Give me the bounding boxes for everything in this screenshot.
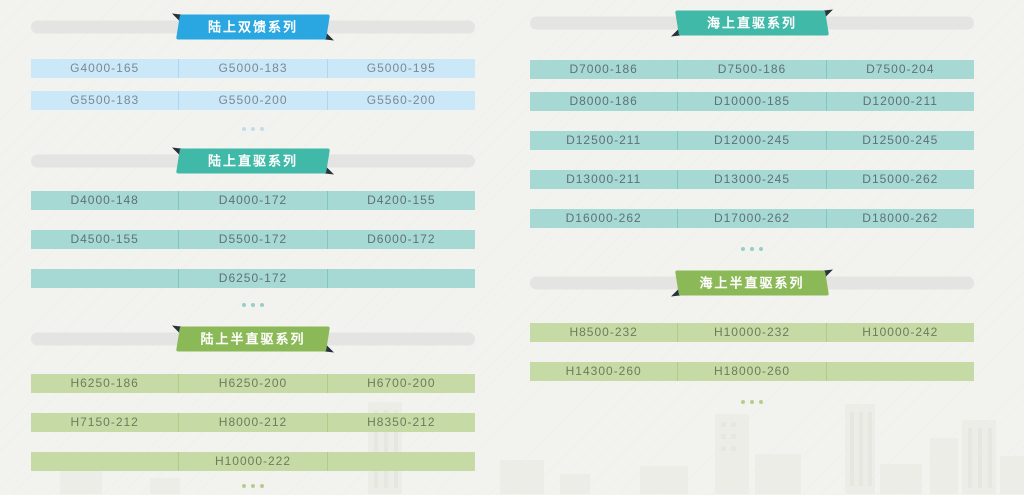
model-row: G5500-183 G5500-200 G5560-200: [31, 91, 475, 110]
model-cell: G5000-183: [178, 59, 326, 78]
section-title: 陆上半直驱系列: [200, 331, 306, 347]
model-rows: H6250-186 H6250-200 H6700-200 H7150-212 H800…: [31, 374, 475, 471]
model-cell: [326, 269, 475, 288]
model-cell: H6250-186: [70, 376, 139, 390]
model-rows: G4000-165 G5000-183 G5000-195 G5500-183 G550…: [31, 59, 475, 110]
section-banner: 陆上半直驱系列: [172, 325, 334, 353]
series-section: 海上直驱系列 D7000-186 D7500-186 D7500-204 D8000-1…: [530, 9, 974, 258]
model-cell: G5560-200: [326, 91, 475, 110]
model-cell: D10000-185: [677, 92, 825, 111]
model-cell: H6700-200: [326, 374, 475, 393]
model-row: D4000-148 D4000-172 D4200-155: [31, 191, 475, 210]
model-cell: G5500-183: [70, 93, 140, 107]
model-row: D6250-172: [31, 269, 475, 288]
series-section: 陆上半直驱系列 H6250-186 H6250-200 H6700-200 H7150-…: [31, 325, 475, 495]
model-cell: D4000-172: [178, 191, 326, 210]
model-row: H14300-260 H18000-260: [530, 362, 974, 381]
more-dots: [530, 240, 974, 258]
model-cell: H14300-260: [565, 364, 642, 378]
model-cell: H8500-232: [569, 325, 638, 339]
model-row: H8500-232 H10000-232 H10000-242: [530, 323, 974, 342]
section-banner: 海上直驱系列: [671, 9, 833, 37]
model-cell: [825, 362, 974, 381]
model-cell: D12000-211: [825, 92, 974, 111]
model-cell: D13000-211: [566, 172, 642, 186]
model-cell: [31, 269, 178, 288]
model-cell: H7150-212: [70, 415, 139, 429]
section-title: 陆上直驱系列: [207, 153, 298, 169]
more-dots: [31, 120, 475, 138]
right-column: 海上直驱系列 D7000-186 D7500-186 D7500-204 D8000-1…: [530, 9, 974, 411]
model-cell: D7500-186: [677, 60, 825, 79]
section-title: 海上直驱系列: [706, 15, 797, 31]
section-title: 陆上双馈系列: [207, 19, 298, 35]
series-section: 陆上双馈系列 G4000-165 G5000-183 G5000-195 G5500-1…: [31, 13, 475, 138]
section-header: 陆上半直驱系列: [31, 325, 475, 353]
model-cell: H18000-260: [677, 362, 825, 381]
model-row: D12500-211 D12000-245 D12500-245: [530, 131, 974, 150]
model-cell: G5000-195: [326, 59, 475, 78]
model-cell: [31, 452, 178, 471]
model-cell: H8350-212: [326, 413, 475, 432]
model-row: D7000-186 D7500-186 D7500-204: [530, 60, 974, 79]
section-title: 海上半直驱系列: [699, 275, 805, 291]
model-cell: [326, 452, 475, 471]
model-cell: D4200-155: [326, 191, 475, 210]
section-banner: 陆上双馈系列: [172, 13, 334, 41]
section-banner: 陆上直驱系列: [172, 147, 334, 175]
model-cell: H6250-200: [178, 374, 326, 393]
model-row: D16000-262 D17000-262 D18000-262: [530, 209, 974, 228]
model-cell: D16000-262: [565, 211, 642, 225]
model-cell: D4500-155: [70, 232, 139, 246]
section-banner: 海上半直驱系列: [671, 269, 833, 297]
model-cell: D4000-148: [70, 193, 139, 207]
model-cell: D15000-262: [825, 170, 974, 189]
model-cell: D13000-245: [677, 170, 825, 189]
model-rows: H8500-232 H10000-232 H10000-242 H14300-260 H…: [530, 323, 974, 381]
model-cell: D5500-172: [178, 230, 326, 249]
model-rows: D4000-148 D4000-172 D4200-155 D4500-155 D550…: [31, 191, 475, 288]
model-row: D8000-186 D10000-185 D12000-211: [530, 92, 974, 111]
model-cell: D12500-245: [825, 131, 974, 150]
section-header: 陆上双馈系列: [31, 13, 475, 41]
model-cell: D12500-211: [566, 133, 642, 147]
model-cell: D6250-172: [178, 269, 326, 288]
model-rows: D7000-186 D7500-186 D7500-204 D8000-186 D100…: [530, 60, 974, 228]
model-row: G4000-165 G5000-183 G5000-195: [31, 59, 475, 78]
section-header: 海上直驱系列: [530, 9, 974, 37]
model-cell: D18000-262: [825, 209, 974, 228]
model-cell: H8000-212: [178, 413, 326, 432]
model-row: H10000-222: [31, 452, 475, 471]
model-row: H6250-186 H6250-200 H6700-200: [31, 374, 475, 393]
series-section: 海上半直驱系列 H8500-232 H10000-232 H10000-242 H143…: [530, 269, 974, 411]
model-row: H7150-212 H8000-212 H8350-212: [31, 413, 475, 432]
model-cell: H10000-232: [677, 323, 825, 342]
model-cell: D8000-186: [569, 94, 638, 108]
model-cell: D7500-204: [825, 60, 974, 79]
model-cell: D17000-262: [677, 209, 825, 228]
model-row: D13000-211 D13000-245 D15000-262: [530, 170, 974, 189]
model-row: D4500-155 D5500-172 D6000-172: [31, 230, 475, 249]
more-dots: [31, 477, 475, 495]
model-cell: H10000-242: [825, 323, 974, 342]
more-dots: [530, 393, 974, 411]
model-cell: G4000-165: [70, 61, 140, 75]
model-cell: H10000-222: [178, 452, 326, 471]
section-header: 海上半直驱系列: [530, 269, 974, 297]
more-dots: [31, 296, 475, 314]
model-cell: G5500-200: [178, 91, 326, 110]
section-header: 陆上直驱系列: [31, 147, 475, 175]
model-cell: D7000-186: [569, 62, 638, 76]
model-cell: D12000-245: [677, 131, 825, 150]
series-section: 陆上直驱系列 D4000-148 D4000-172 D4200-155 D4500-1…: [31, 147, 475, 314]
model-cell: D6000-172: [326, 230, 475, 249]
left-column: 陆上双馈系列 G4000-165 G5000-183 G5000-195 G5500-1…: [31, 13, 475, 495]
